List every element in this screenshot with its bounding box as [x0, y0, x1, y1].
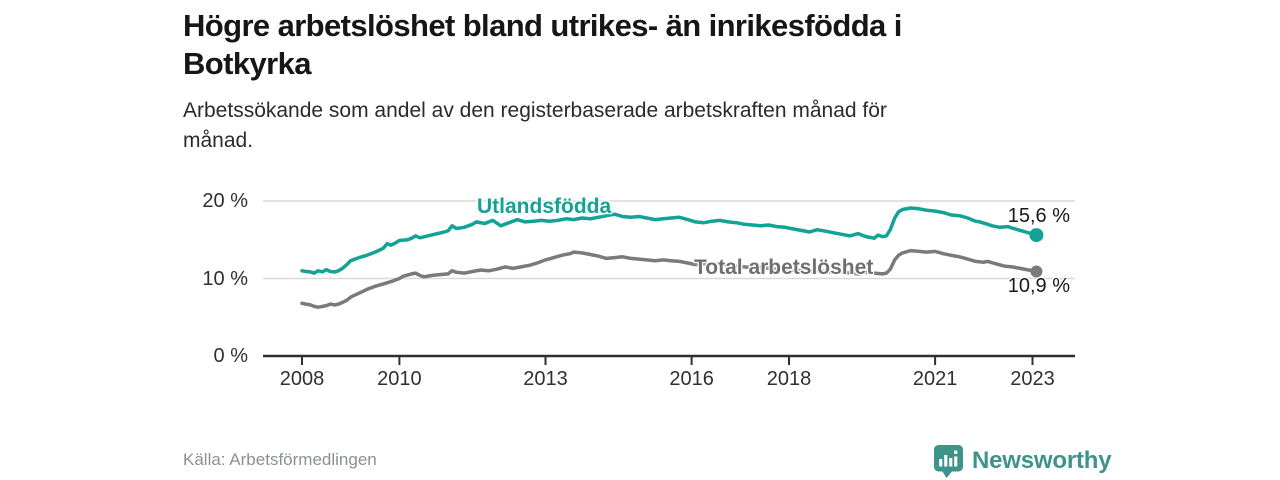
- x-tick-label: 2016: [669, 368, 714, 390]
- x-tick-label: 2013: [523, 368, 568, 390]
- title-line-2: Botkyrka: [183, 46, 311, 81]
- source-note: Källa: Arbetsförmedlingen: [183, 450, 377, 469]
- subtitle-line-2: månad.: [183, 129, 254, 152]
- x-tick-label: 2021: [912, 368, 958, 390]
- page-title: Högre arbetslöshet bland utrikes- än inr…: [183, 7, 1103, 83]
- subtitle-line-1: Arbetssökande som andel av den registerb…: [183, 99, 887, 122]
- y-tick-label: 10 %: [202, 267, 248, 290]
- x-tick-label: 2023: [1010, 368, 1055, 390]
- series-end-dot-0: [1029, 228, 1044, 243]
- newsworthy-logo: Newsworthy: [933, 444, 1112, 478]
- end-value-label-total: 10,9 %: [1007, 275, 1070, 297]
- x-tick-label: 2010: [377, 368, 422, 390]
- end-value-label-utlandsfodda: 15,6 %: [1007, 205, 1070, 227]
- x-tick-label: 2008: [279, 368, 325, 390]
- chart-subtitle: Arbetssökande som andel av den registerb…: [183, 96, 1043, 156]
- series-line-0: [300, 206, 1039, 275]
- series-label-total-arbetsloshet: Total arbetslöshet: [694, 256, 874, 279]
- newsworthy-barchart-pin-icon: [934, 445, 963, 478]
- series-label-utlandsfodda: Utlandsfödda: [477, 195, 612, 218]
- y-tick-label: 20 %: [202, 190, 248, 212]
- y-tick-label: 0 %: [213, 345, 248, 367]
- x-tick-label: 2018: [766, 368, 812, 390]
- title-line-1: Högre arbetslöshet bland utrikes- än inr…: [183, 8, 902, 43]
- series-end-dot-1: [1030, 265, 1043, 278]
- series-line-1: [300, 248, 1039, 309]
- newsworthy-wordmark: Newsworthy: [972, 447, 1112, 474]
